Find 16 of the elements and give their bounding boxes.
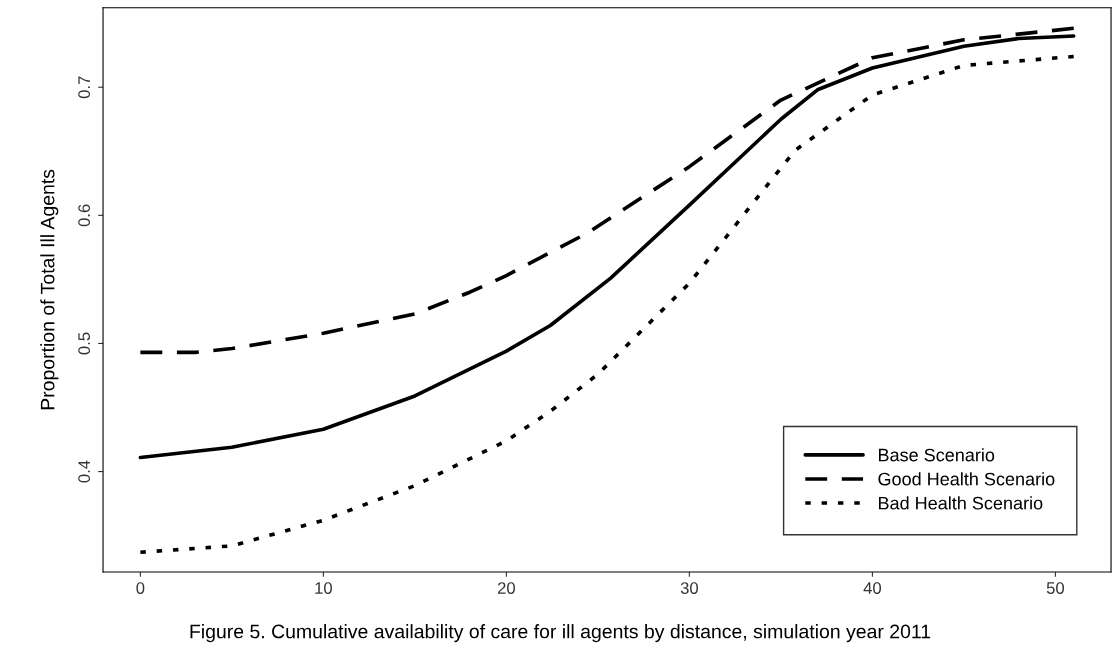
y-tick-label: 0.4 [78, 460, 91, 483]
y-tick-label: 0.7 [78, 76, 91, 99]
legend-label: Bad Health Scenario [878, 496, 1043, 510]
x-tick-label: 0 [136, 582, 145, 594]
x-tick-label: 30 [680, 582, 699, 594]
line-series [138, 54, 1076, 555]
legend-label: Good Health Scenario [878, 472, 1055, 486]
x-tick-label: 50 [1046, 582, 1065, 594]
caption: Figure 5. Cumulative availability of care for ill agents by distance, simulation year 2011 [190, 624, 931, 643]
legend-label: Base Scenario [878, 448, 995, 462]
x-tick-label: 40 [863, 582, 882, 594]
x-tick-label: 10 [315, 582, 332, 594]
x-tick-label: 20 [497, 582, 515, 594]
y-tick-label: 0.6 [78, 204, 91, 227]
y-tick-label: 0.5 [78, 332, 91, 355]
y-axis-title: Proportion of Total Ill Agents [40, 169, 59, 410]
